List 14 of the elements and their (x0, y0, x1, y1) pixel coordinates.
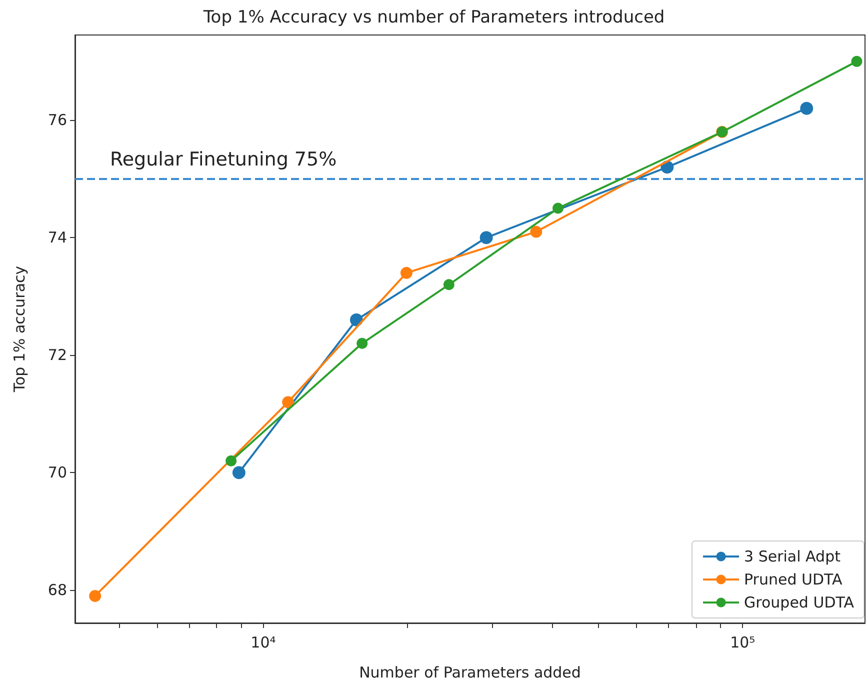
x-tick-label: 10⁵ (730, 634, 756, 652)
chart-title: Top 1% Accuracy vs number of Parameters introduced (202, 8, 665, 28)
y-tick-label: 70 (48, 464, 67, 482)
ref-line-label: Regular Finetuning 75% (110, 148, 337, 170)
x-axis-title: Number of Parameters added (359, 664, 581, 682)
y-tick-label: 74 (48, 228, 67, 247)
y-tick-label: 72 (48, 346, 67, 364)
legend-label: Pruned UDTA (744, 570, 844, 588)
legend-label: 3 Serial Adpt (744, 548, 841, 566)
legend-label: Grouped UDTA (744, 594, 855, 612)
x-tick-label: 10⁴ (250, 634, 276, 652)
y-axis-title: Top 1% accuracy (10, 266, 28, 394)
y-tick-label: 76 (48, 111, 67, 130)
y-tick-label: 68 (48, 581, 67, 600)
